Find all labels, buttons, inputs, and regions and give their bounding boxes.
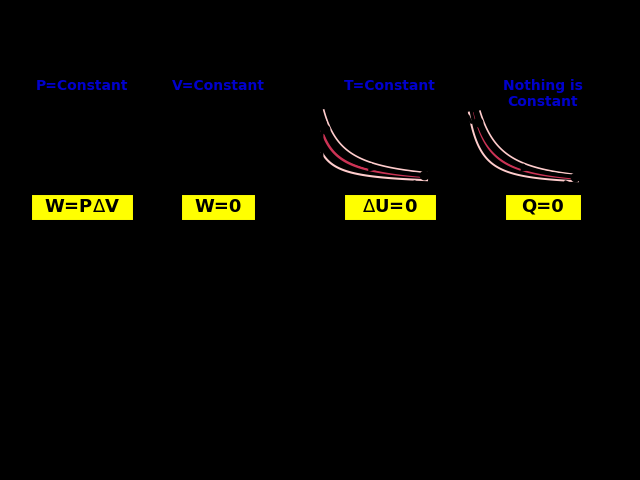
Text: 2: 2 [184, 113, 193, 126]
Text: V: V [582, 188, 593, 202]
FancyBboxPatch shape [504, 193, 582, 221]
Text: Q = nC$_V$$\Delta$T: Q = nC$_V$$\Delta$T [33, 253, 131, 273]
Text: T=Constant: T=Constant [344, 79, 436, 93]
Text: 1: 1 [481, 105, 490, 118]
FancyBboxPatch shape [180, 193, 256, 221]
Text: Isovolumetric: Isovolumetric [149, 60, 287, 78]
Text: V: V [244, 186, 255, 200]
Text: W=P$\Delta$V: W=P$\Delta$V [44, 198, 120, 216]
Text: 2: 2 [579, 168, 588, 182]
FancyBboxPatch shape [343, 193, 437, 221]
Text: 1: 1 [29, 124, 38, 137]
Text: 2: 2 [428, 167, 437, 180]
Text: $\Delta$U=Q: $\Delta$U=Q [191, 229, 245, 248]
Text: W = $-\dfrac{C_V}{R}$ (P$_2$V$_2$ $-$ P$_1$V$_1$): W = $-\dfrac{C_V}{R}$ (P$_2$V$_2$ $-$ P$… [295, 291, 505, 329]
Text: Isothermic: Isothermic [332, 60, 449, 79]
Text: Q = W: Q = W [361, 229, 419, 247]
Text: 1: 1 [184, 169, 193, 182]
FancyBboxPatch shape [30, 193, 134, 221]
Text: P: P [309, 114, 319, 128]
Text: W=0: W=0 [195, 198, 242, 216]
Text: P: P [142, 117, 152, 131]
Text: $\Delta$U=Q-W: $\Delta$U=Q-W [42, 229, 122, 248]
Text: V=Constant: V=Constant [172, 79, 264, 93]
Text: P: P [1, 117, 11, 131]
Text: 1: 1 [328, 112, 337, 125]
Text: W = nRT ln($\frac{V_2}{V_1}$): W = nRT ln($\frac{V_2}{V_1}$) [323, 253, 457, 285]
Text: Q=0: Q=0 [522, 198, 564, 216]
Text: W = $-\Delta$U: W = $-\Delta$U [501, 229, 584, 247]
Text: V: V [431, 188, 442, 202]
Text: Isobaric: Isobaric [38, 60, 125, 79]
Text: Nothing is
Constant: Nothing is Constant [503, 79, 583, 109]
Text: P: P [455, 114, 465, 128]
Text: $\Delta$U = nC$_V$$\Delta$T: $\Delta$U = nC$_V$$\Delta$T [164, 253, 272, 273]
Text: adiabatic: adiabatic [492, 60, 594, 79]
Text: V: V [108, 186, 119, 200]
Text: P=Constant: P=Constant [36, 79, 128, 93]
Text: 2: 2 [82, 124, 90, 137]
Text: $\Delta$U=0: $\Delta$U=0 [362, 198, 418, 216]
